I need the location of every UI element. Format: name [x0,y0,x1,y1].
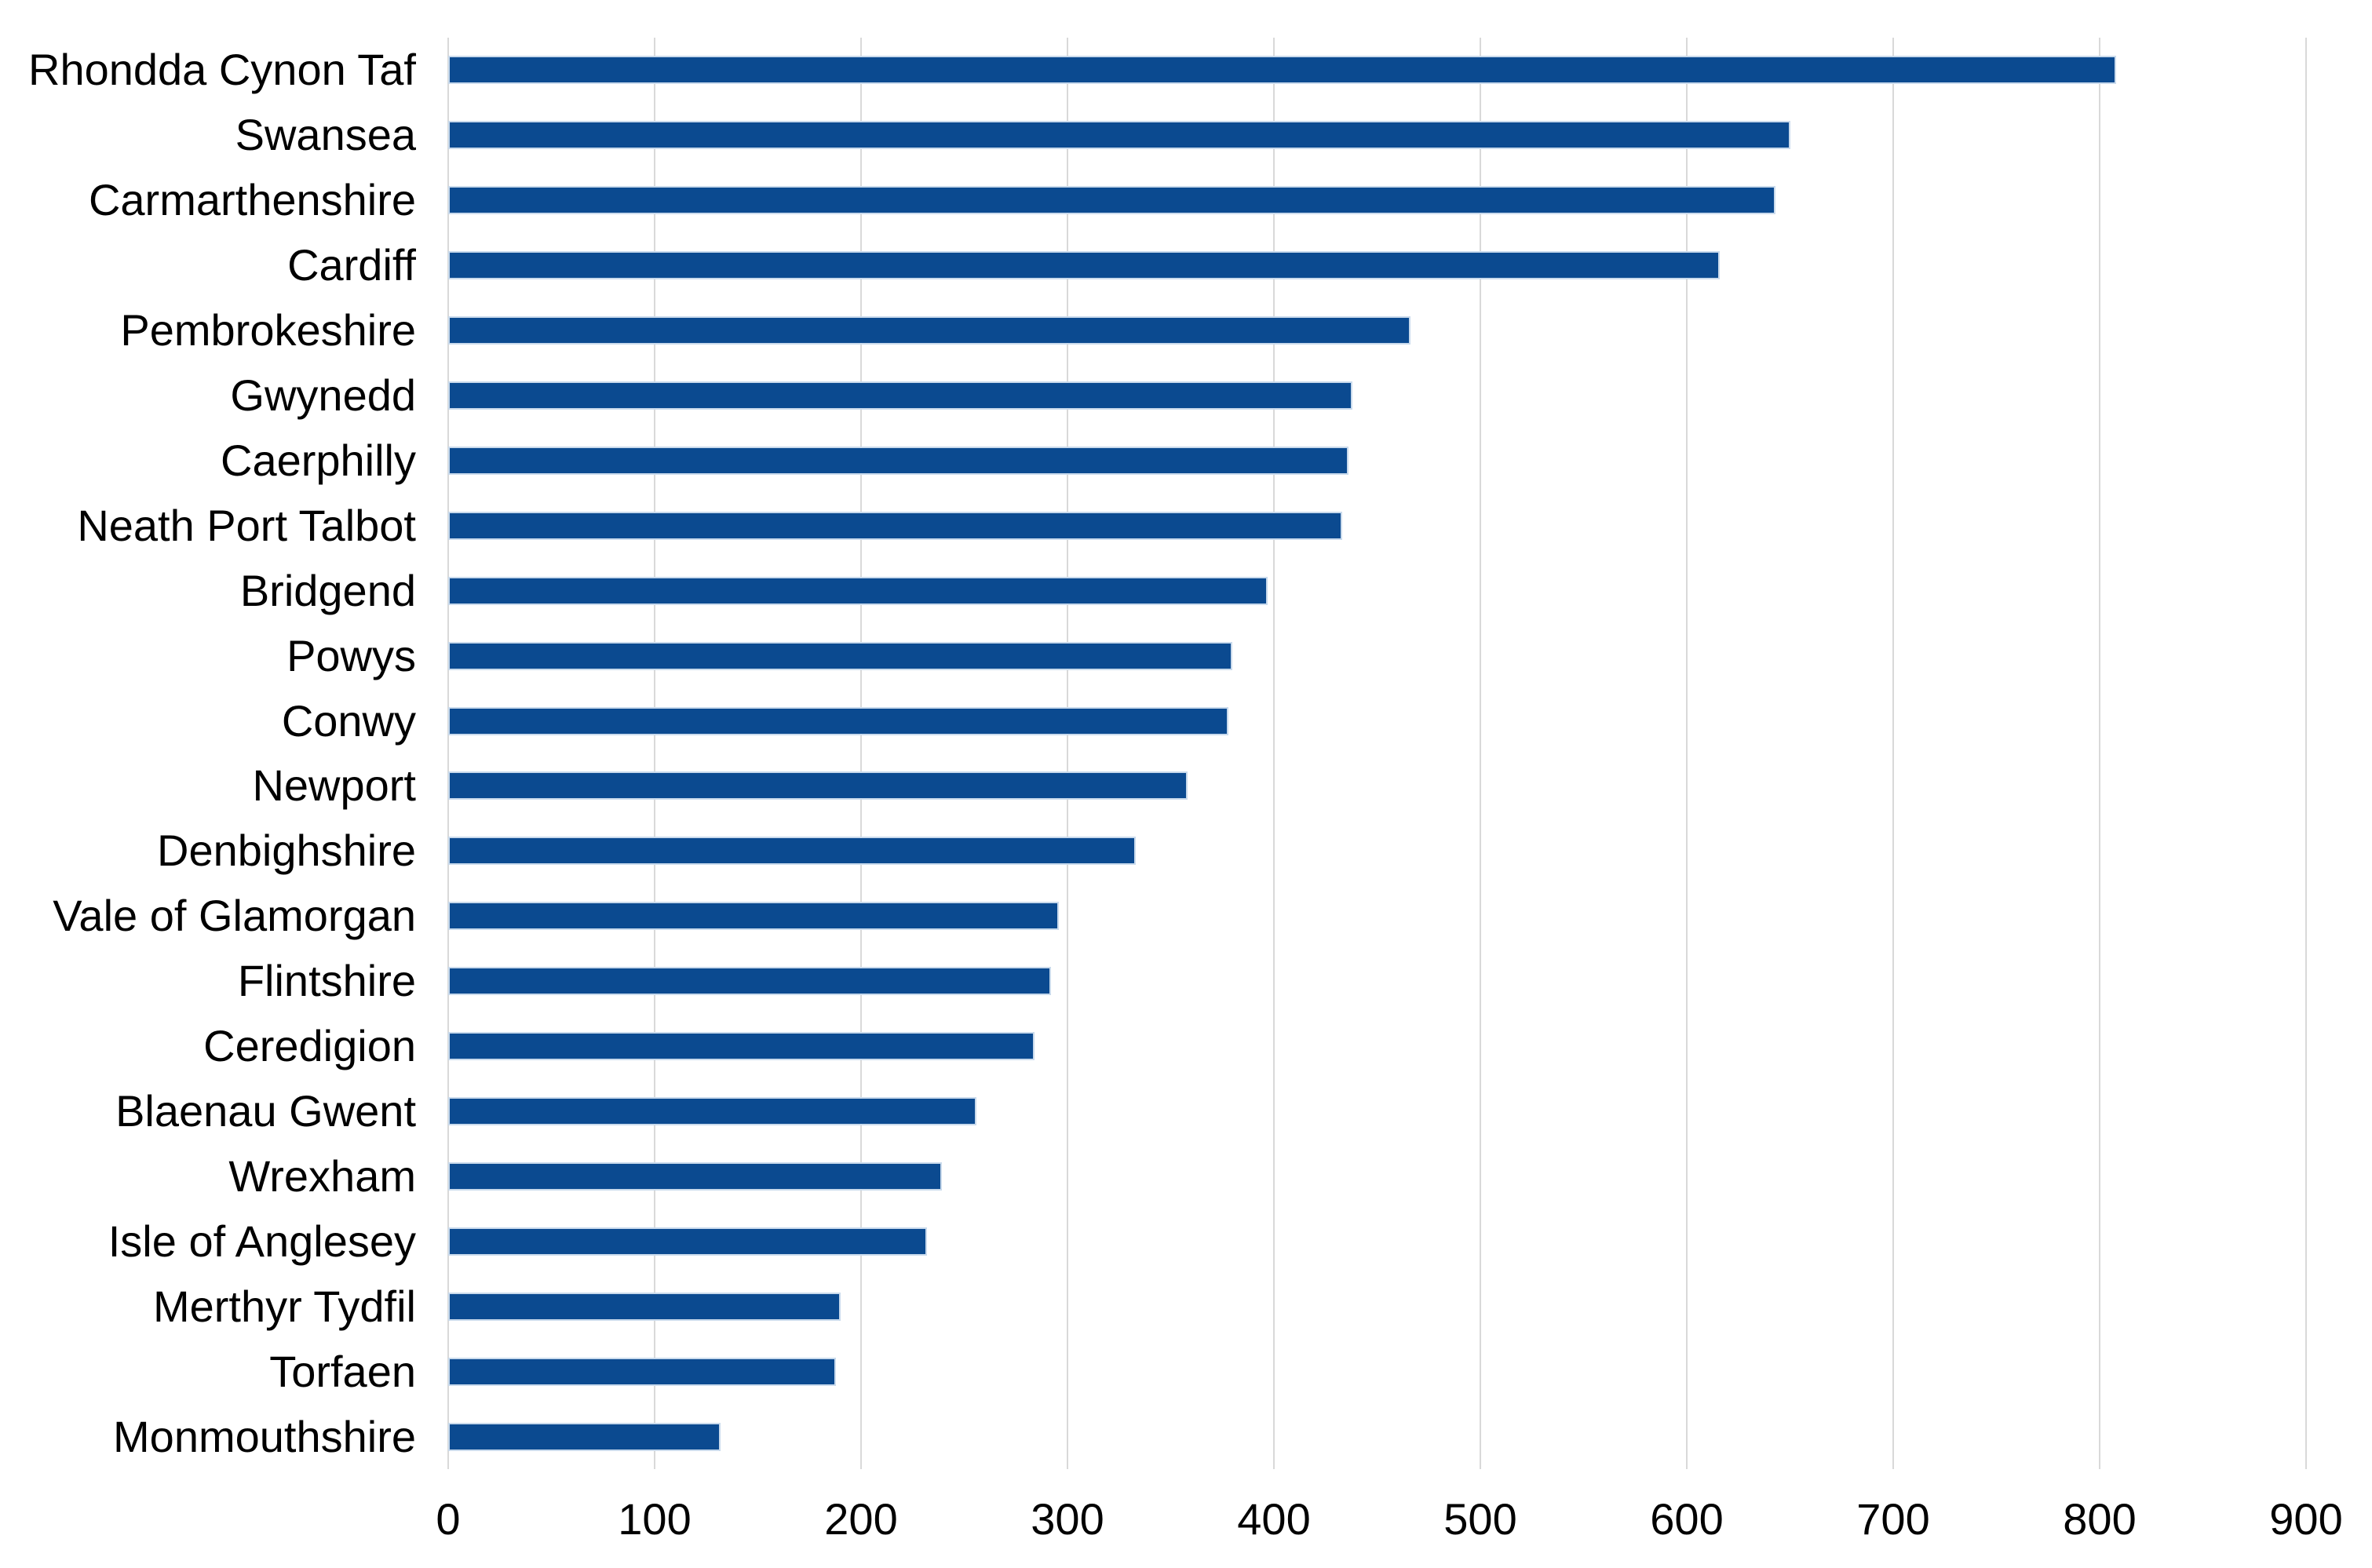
bar-isle-of-anglesey [448,1227,928,1256]
category-label-ceredigion: Ceredigion [203,1021,416,1071]
category-label-bridgend: Bridgend [239,565,416,615]
category-label-torfaen: Torfaen [269,1346,416,1396]
bar-torfaen [448,1357,837,1386]
x-tick-500: 500 [1443,1494,1517,1544]
bar-caerphilly [448,446,1348,475]
gridline-200 [860,38,862,1469]
gridline-300 [1067,38,1068,1469]
category-label-monmouthshire: Monmouthshire [113,1411,416,1461]
bar-monmouthshire [448,1422,721,1451]
bar-powys [448,641,1233,670]
bar-cardiff [448,251,1721,280]
bar-conwy [448,706,1229,735]
bar-denbighshire [448,837,1136,866]
bar-ceredigion [448,1032,1035,1061]
category-label-powys: Powys [286,630,416,680]
category-label-swansea: Swansea [235,110,416,160]
category-label-rhondda-cynon-taf: Rhondda Cynon Taf [28,45,416,95]
bar-newport [448,771,1188,800]
category-label-merthyr-tydfil: Merthyr Tydfil [152,1281,416,1331]
gridline-500 [1480,38,1481,1469]
category-label-denbighshire: Denbighshire [157,826,416,876]
x-tick-400: 400 [1237,1494,1311,1544]
bar-neath-port-talbot [448,511,1342,540]
bar-gwynedd [448,381,1352,410]
category-label-flintshire: Flintshire [237,956,416,1006]
gridline-0 [447,38,449,1469]
x-tick-800: 800 [2063,1494,2137,1544]
category-label-gwynedd: Gwynedd [230,370,416,420]
x-tick-100: 100 [618,1494,692,1544]
x-tick-200: 200 [824,1494,898,1544]
bar-swansea [448,121,1790,150]
category-label-carmarthenshire: Carmarthenshire [88,175,416,225]
gridline-900 [2305,38,2307,1469]
bar-wrexham [448,1161,942,1191]
category-label-wrexham: Wrexham [228,1150,416,1201]
category-label-blaenau-gwent: Blaenau Gwent [115,1086,416,1136]
category-label-vale-of-glamorgan: Vale of Glamorgan [53,891,416,941]
bar-carmarthenshire [448,186,1776,215]
x-tick-700: 700 [1856,1494,1930,1544]
bar-flintshire [448,967,1051,996]
category-label-conwy: Conwy [281,695,416,746]
x-tick-900: 900 [2269,1494,2343,1544]
bar-pembrokeshire [448,316,1410,345]
gridline-400 [1273,38,1275,1469]
category-label-neath-port-talbot: Neath Port Talbot [77,500,416,550]
category-label-newport: Newport [252,760,416,811]
gridline-100 [654,38,655,1469]
category-label-caerphilly: Caerphilly [221,435,416,485]
bar-rhondda-cynon-taf [448,56,2117,85]
category-label-isle-of-anglesey: Isle of Anglesey [108,1216,416,1266]
gridline-700 [1892,38,1894,1469]
gridline-600 [1686,38,1688,1469]
category-label-pembrokeshire: Pembrokeshire [120,305,416,356]
bar-blaenau-gwent [448,1097,977,1125]
gridline-800 [2099,38,2100,1469]
bar-bridgend [448,576,1268,605]
category-label-cardiff: Cardiff [287,240,416,290]
bar-merthyr-tydfil [448,1292,841,1321]
x-tick-300: 300 [1031,1494,1104,1544]
bar-vale-of-glamorgan [448,902,1060,931]
x-tick-600: 600 [1650,1494,1724,1544]
x-tick-0: 0 [436,1494,461,1544]
